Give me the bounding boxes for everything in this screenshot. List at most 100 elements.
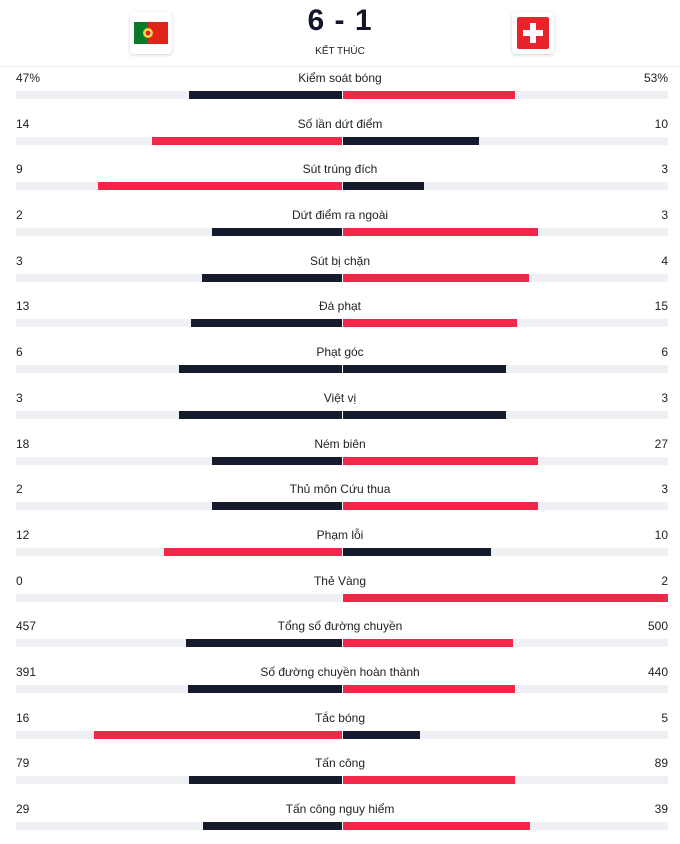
stat-bar-divider — [342, 730, 343, 739]
home-team-flag[interactable] — [130, 12, 172, 54]
home-stat-value: 29 — [16, 802, 30, 816]
stat-row: 14 Số lần dứt điểm 10 — [0, 113, 680, 159]
match-score: 6 - 1 — [307, 4, 373, 37]
home-stat-bar — [151, 136, 342, 145]
away-stat-bar — [343, 822, 530, 830]
stat-label: Sút trúng đích — [302, 162, 378, 177]
stat-label: Kiểm soát bóng — [298, 71, 382, 85]
match-header: 6 - 1 KẾT THÚC — [0, 0, 680, 67]
away-stat-bar — [343, 547, 491, 556]
away-stat-bar — [343, 456, 538, 465]
stat-label: Sút bị chặn — [309, 253, 371, 268]
away-stat-bar — [343, 228, 538, 237]
away-stat-value: 3 — [661, 162, 668, 177]
stat-label: Số đường chuyền hoàn thành — [260, 664, 420, 679]
stat-row: 12 Phạm lỗi 10 — [0, 524, 680, 570]
away-stat-value: 6 — [661, 345, 668, 360]
stat-row: 457 Tổng số đường chuyền 500 — [0, 615, 680, 661]
away-team-flag[interactable] — [512, 12, 554, 54]
away-stat-bar — [343, 684, 515, 693]
stat-bar-divider — [342, 273, 343, 282]
home-stat-value: 457 — [16, 619, 37, 634]
stat-bar-track — [16, 182, 668, 191]
stat-row: 47% Kiểm soát bóng 53% — [0, 67, 680, 113]
home-stat-bar — [211, 502, 342, 511]
stat-row: 13 Đá phạt 15 — [0, 295, 680, 341]
stat-row: 6 Phạt góc 6 — [0, 341, 680, 387]
home-stat-value: 16 — [16, 710, 30, 725]
away-stat-bar — [343, 410, 506, 419]
home-stat-bar — [190, 319, 342, 328]
stat-bar-divider — [342, 456, 343, 465]
stat-row: 2 Dứt điểm ra ngoài 3 — [0, 204, 680, 250]
stat-bar-divider — [342, 684, 343, 693]
stat-bar-track — [16, 547, 668, 556]
stats-list: 47% Kiểm soát bóng 53% 14 Số lần dứt điểm 10 9… — [0, 67, 680, 844]
away-stat-value: 3 — [661, 390, 668, 405]
home-stat-value: 9 — [16, 162, 23, 177]
away-stat-bar — [343, 502, 538, 511]
home-stat-bar — [203, 822, 342, 830]
away-stat-bar — [343, 730, 421, 739]
home-stat-value: 12 — [16, 527, 30, 542]
away-stat-value: 10 — [654, 116, 668, 131]
away-stat-value: 15 — [654, 299, 668, 314]
stat-row: 9 Sút trúng đích 3 — [0, 158, 680, 204]
away-stat-bar — [343, 365, 506, 374]
switzerland-flag-icon — [517, 17, 549, 49]
stat-row: 391 Số đường chuyền hoàn thành 440 — [0, 661, 680, 707]
stat-bar-track — [16, 91, 668, 99]
away-stat-value: 500 — [647, 619, 668, 634]
home-stat-value: 14 — [16, 116, 30, 131]
home-stat-bar — [179, 410, 342, 419]
stat-bar-divider — [342, 91, 343, 99]
stat-row: 3 Việt vị 3 — [0, 387, 680, 433]
away-stat-value: 27 — [654, 436, 668, 451]
stat-bar-divider — [342, 776, 343, 785]
away-stat-bar — [343, 182, 425, 191]
stat-bar-divider — [342, 822, 343, 830]
home-stat-value: 47% — [16, 71, 41, 85]
stat-bar-track — [16, 730, 668, 739]
stat-row: 2 Thủ môn Cứu thua 3 — [0, 478, 680, 524]
away-stat-bar — [343, 273, 529, 282]
home-stat-value: 2 — [16, 482, 23, 497]
away-stat-value: 440 — [647, 664, 668, 679]
stat-bar-track — [16, 365, 668, 374]
home-stat-value: 0 — [16, 573, 23, 588]
home-stat-bar — [93, 730, 342, 739]
home-stat-bar — [186, 639, 342, 648]
stat-bar-divider — [342, 182, 343, 191]
stat-row: 0 Thẻ Vàng 2 — [0, 570, 680, 616]
portugal-flag-icon — [134, 22, 168, 44]
stat-bar-track — [16, 822, 668, 830]
away-stat-bar — [343, 136, 479, 145]
stat-bar-divider — [342, 502, 343, 511]
stat-bar-track — [16, 136, 668, 145]
stat-bar-track — [16, 273, 668, 282]
stat-bar-divider — [342, 639, 343, 648]
away-stat-value: 3 — [661, 208, 668, 223]
stat-bar-track — [16, 776, 668, 785]
stat-label: Phạt góc — [316, 345, 364, 360]
home-stat-bar — [97, 182, 342, 191]
away-stat-value: 53% — [643, 71, 668, 85]
stat-label: Dứt điểm ra ngoài — [291, 208, 389, 223]
stat-label: Thủ môn Cứu thua — [289, 482, 391, 497]
stat-bar-track — [16, 319, 668, 328]
stat-label: Tấn công nguy hiểm — [285, 802, 395, 816]
home-stat-value: 6 — [16, 345, 23, 360]
stat-bar-divider — [342, 410, 343, 419]
away-stat-value: 39 — [654, 802, 668, 816]
home-stat-bar — [179, 365, 342, 374]
stat-bar-track — [16, 502, 668, 511]
away-stat-value: 89 — [654, 756, 668, 771]
away-stat-bar — [343, 91, 516, 99]
stat-bar-divider — [342, 365, 343, 374]
away-stat-value: 3 — [661, 482, 668, 497]
stat-row: 3 Sút bị chặn 4 — [0, 250, 680, 296]
stat-label: Phạm lỗi — [316, 527, 364, 542]
stat-bar-divider — [342, 136, 343, 145]
stat-bar-divider — [342, 547, 343, 556]
stat-bar-track — [16, 684, 668, 693]
